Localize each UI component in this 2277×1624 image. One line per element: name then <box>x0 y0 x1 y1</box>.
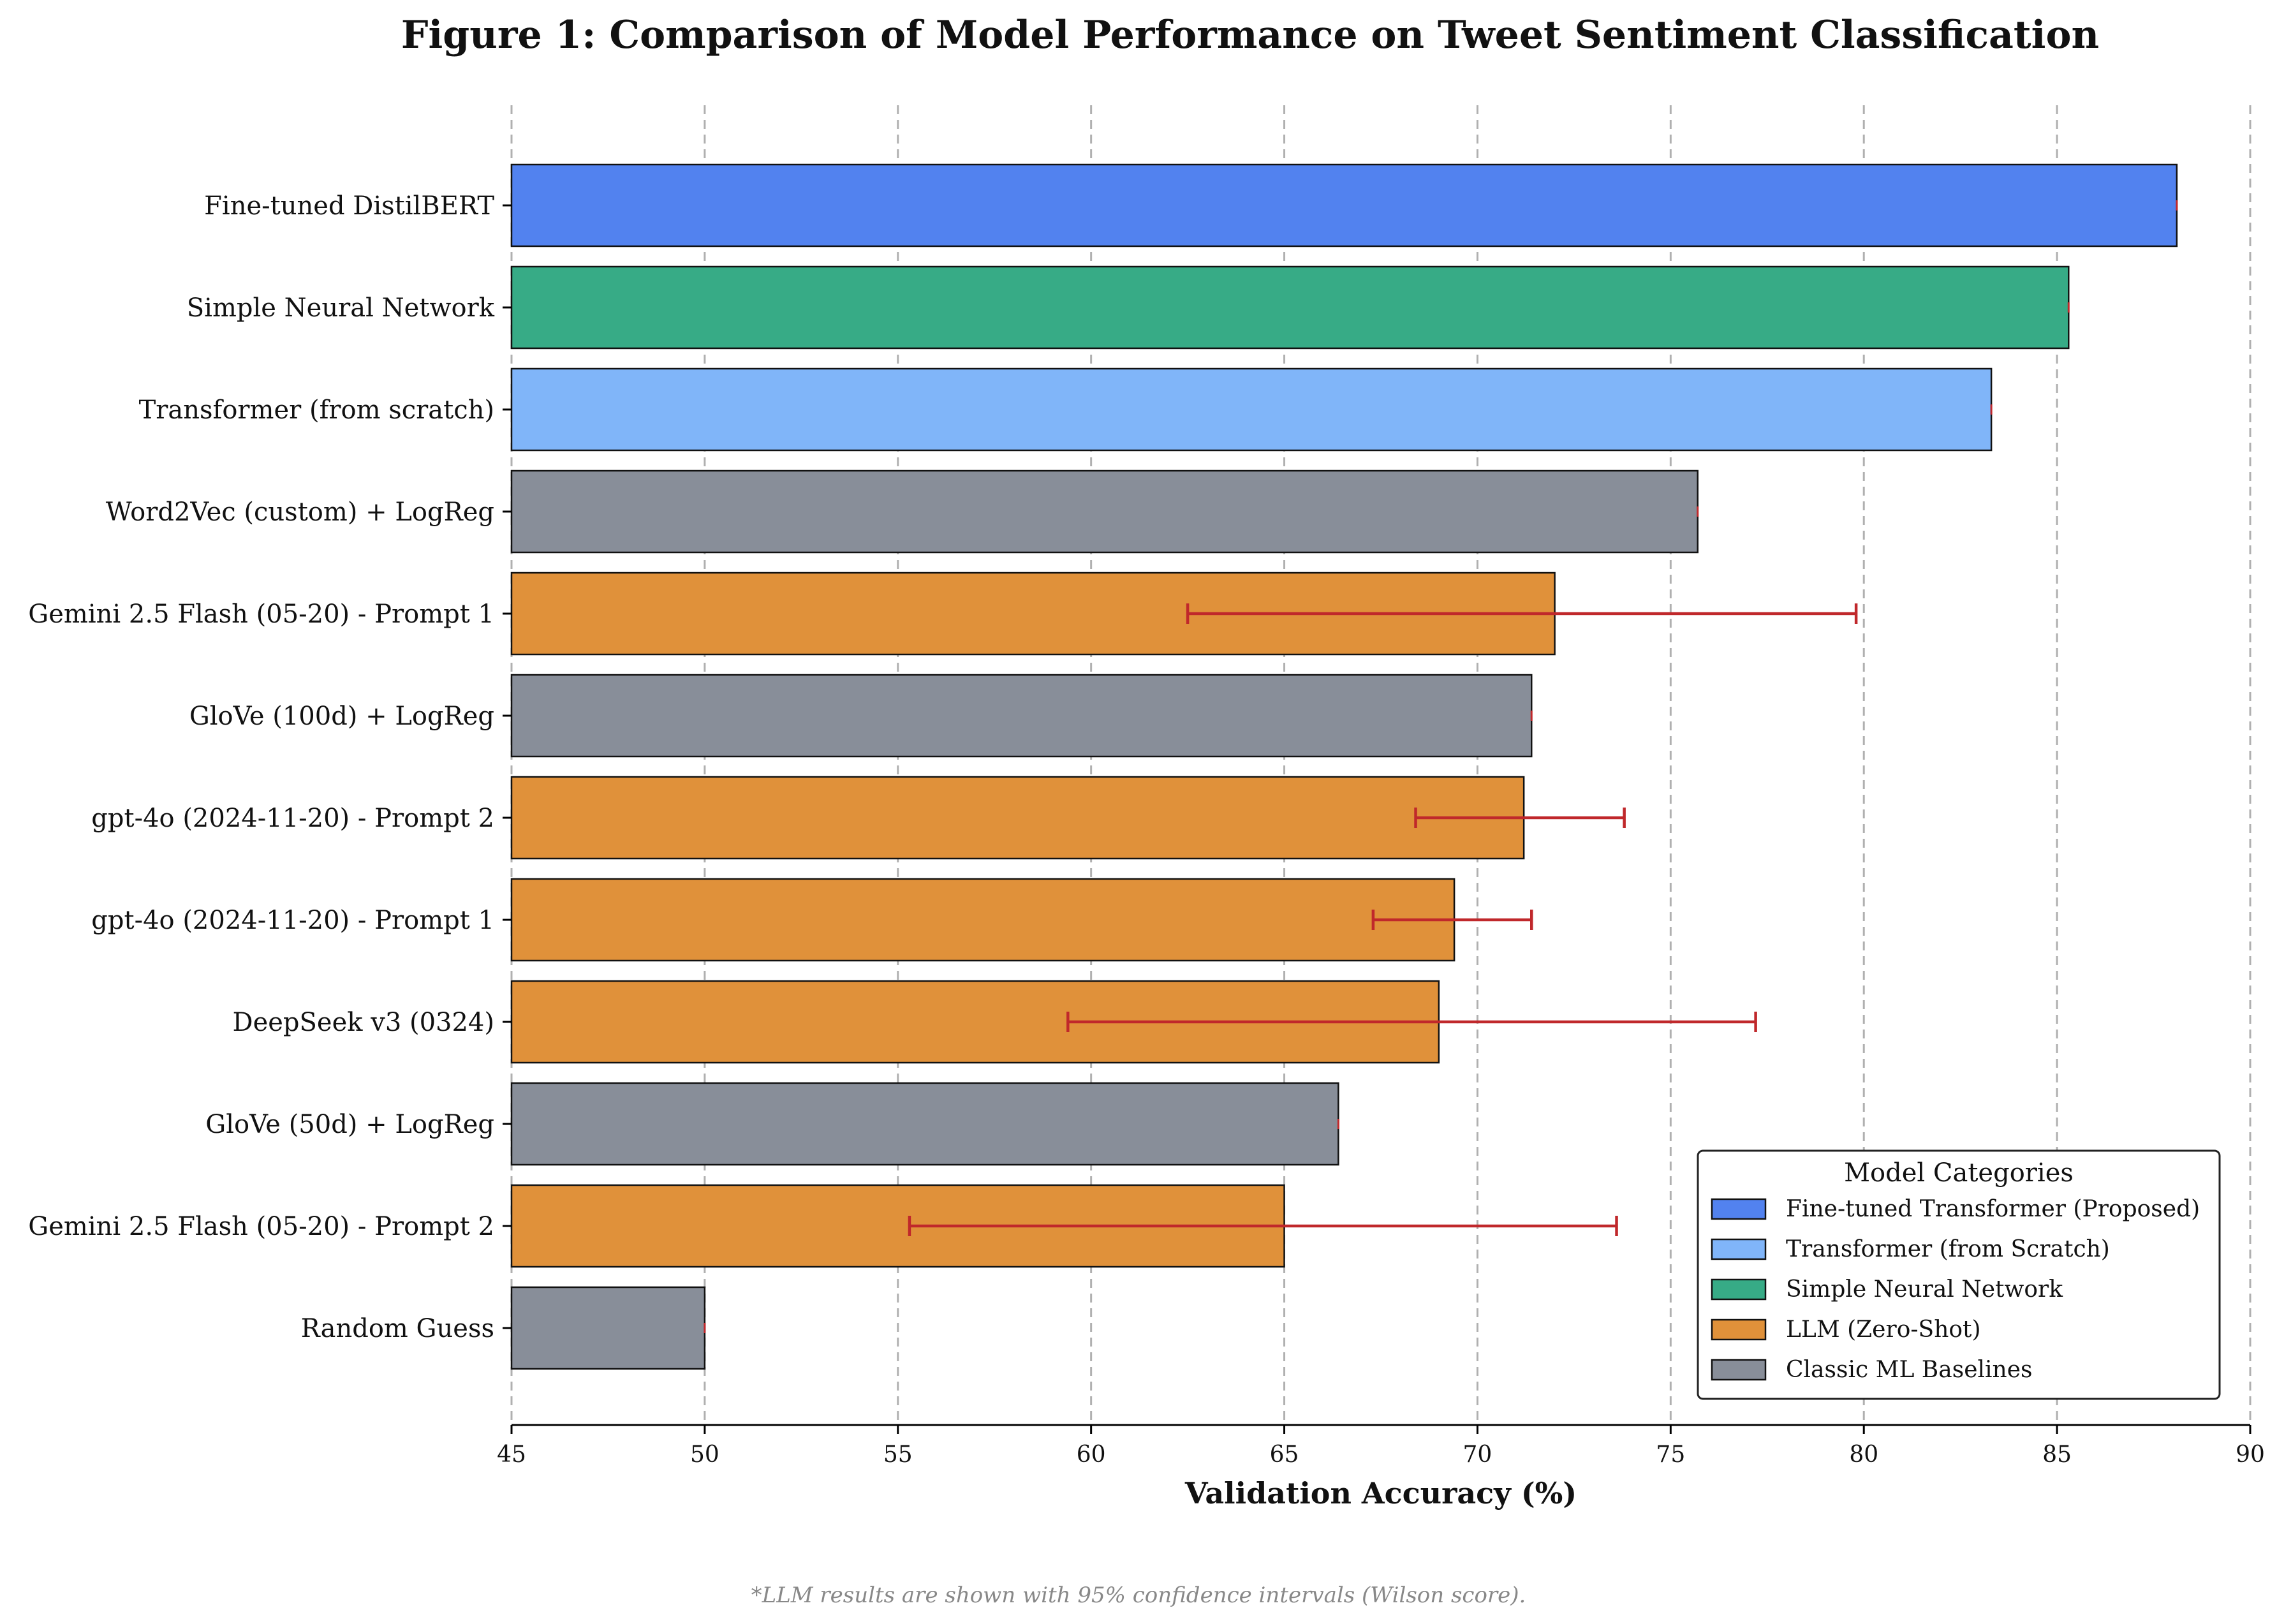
error-bars <box>704 200 2178 1333</box>
y-tick-label: Word2Vec (custom) + LogReg <box>106 498 494 527</box>
legend-label: Classic ML Baselines <box>1786 1357 2033 1383</box>
legend-entry: LLM (Zero-Shot) <box>1711 1317 1981 1343</box>
legend-swatch <box>1711 1278 1767 1301</box>
x-tick-label: 75 <box>1656 1442 1685 1468</box>
x-axis-label: Validation Accuracy (%) <box>1184 1476 1577 1510</box>
legend-label: Transformer (from Scratch) <box>1786 1236 2110 1262</box>
legend-label: LLM (Zero-Shot) <box>1786 1317 1981 1343</box>
x-tick-label: 50 <box>690 1442 719 1468</box>
chart-title: Figure 1: Comparison of Model Performanc… <box>401 13 2099 57</box>
x-tick-labels: 45 50 55 60 65 70 75 80 85 90 <box>497 1425 2265 1468</box>
legend-swatch <box>1711 1198 1767 1220</box>
legend-swatch <box>1711 1318 1767 1341</box>
footnote: *LLM results are shown with 95% confiden… <box>751 1583 1526 1608</box>
x-tick-label: 90 <box>2236 1442 2265 1468</box>
x-tick-label: 55 <box>883 1442 913 1468</box>
y-tick-label: DeepSeek v3 (0324) <box>233 1008 495 1037</box>
y-tick-label: GloVe (100d) + LogReg <box>189 702 494 731</box>
legend-entry: Fine-tuned Transformer (Proposed) <box>1711 1196 2200 1222</box>
bar <box>510 1286 706 1370</box>
bar <box>510 469 1699 554</box>
y-tick-label: Fine-tuned DistilBERT <box>204 191 494 221</box>
y-tick-label: Simple Neural Network <box>187 293 495 323</box>
legend-entry: Transformer (from Scratch) <box>1711 1236 2110 1262</box>
y-tick-label: gpt-4o (2024-11-20) - Prompt 1 <box>91 906 494 935</box>
x-tick-label: 85 <box>2042 1442 2072 1468</box>
legend-entry: Classic ML Baselines <box>1711 1357 2033 1383</box>
bar <box>510 1082 1339 1166</box>
bar <box>510 163 2178 247</box>
bar <box>510 265 2070 350</box>
legend-label: Fine-tuned Transformer (Proposed) <box>1786 1196 2200 1222</box>
y-tick-label: gpt-4o (2024-11-20) - Prompt 2 <box>91 804 494 833</box>
bar <box>510 776 1525 860</box>
x-tick-label: 70 <box>1463 1442 1492 1468</box>
legend-title: Model Categories <box>1844 1158 2074 1188</box>
legend: Model Categories Fine-tuned Transformer … <box>1697 1149 2221 1400</box>
x-tick-label: 65 <box>1270 1442 1299 1468</box>
y-tick-label: Random Guess <box>301 1314 494 1343</box>
legend-swatch <box>1711 1359 1767 1381</box>
y-tick-label: Gemini 2.5 Flash (05-20) - Prompt 1 <box>28 600 494 629</box>
legend-entry: Simple Neural Network <box>1711 1276 2063 1303</box>
x-tick-label: 80 <box>1849 1442 1878 1468</box>
x-tick-label: 45 <box>497 1442 526 1468</box>
x-tick-label: 60 <box>1077 1442 1106 1468</box>
legend-label: Simple Neural Network <box>1786 1276 2063 1303</box>
bar <box>510 878 1455 962</box>
bars <box>510 163 2178 1370</box>
bar <box>510 674 1533 758</box>
y-tick-labels: Fine-tuned DistilBERT Simple Neural Netwo… <box>28 191 512 1343</box>
y-tick-label: GloVe (50d) + LogReg <box>205 1110 494 1139</box>
y-tick-label: Gemini 2.5 Flash (05-20) - Prompt 2 <box>28 1212 494 1241</box>
bar <box>510 367 1993 452</box>
legend-frame <box>1697 1149 2221 1400</box>
y-tick-label: Transformer (from scratch) <box>139 395 494 425</box>
legend-swatch <box>1711 1238 1767 1260</box>
